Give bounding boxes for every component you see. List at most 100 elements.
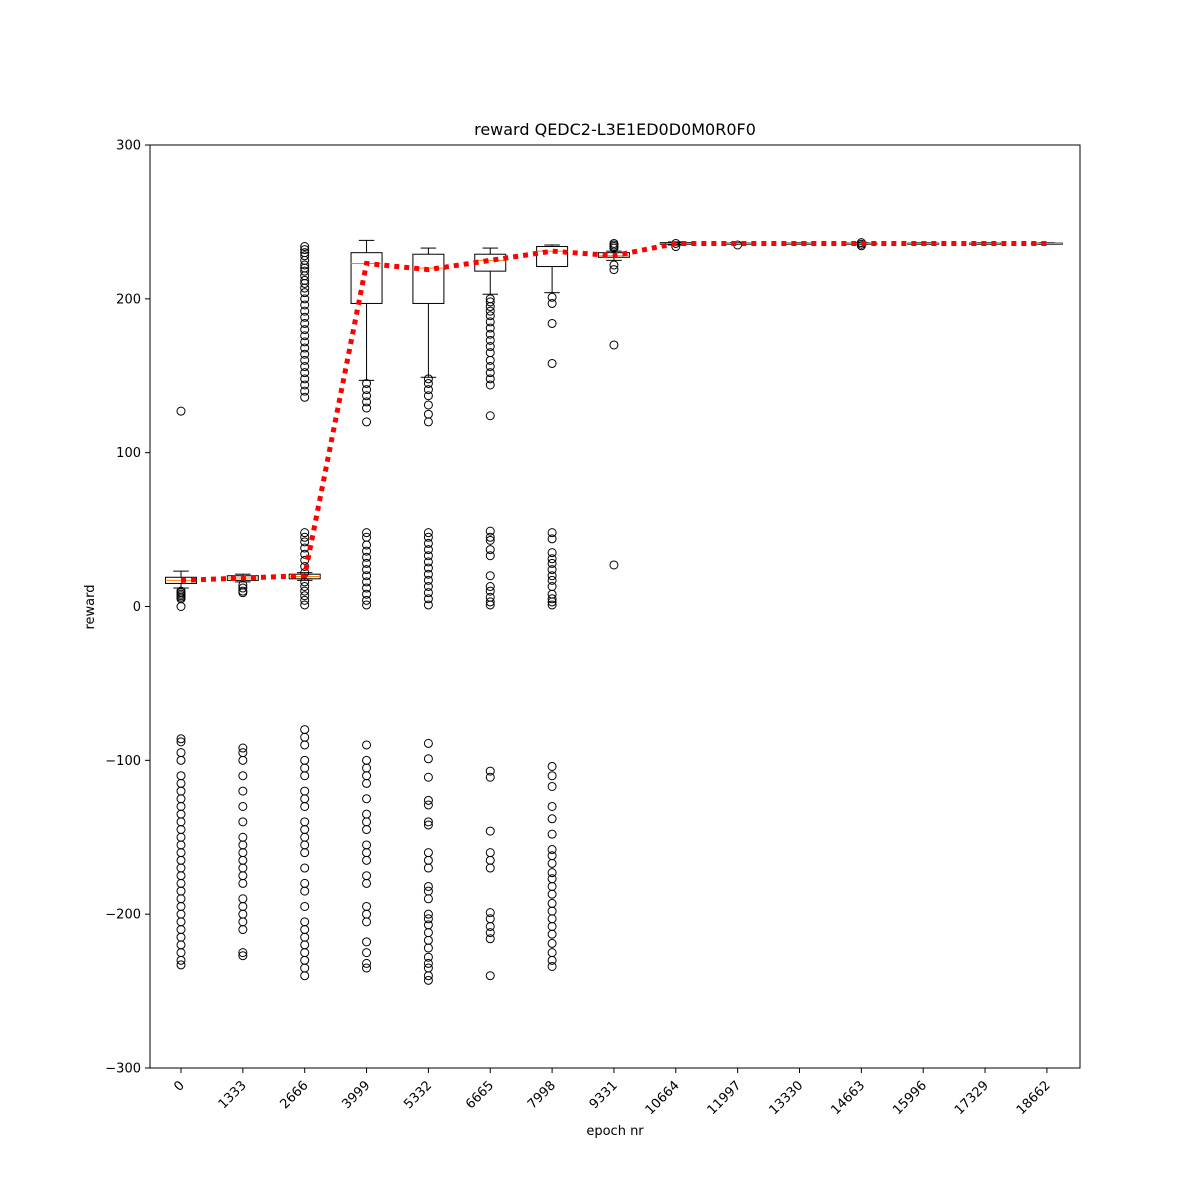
outlier-point	[176, 940, 186, 950]
outlier-point	[300, 362, 310, 372]
box-group	[226, 573, 259, 961]
outlier-point	[485, 914, 495, 924]
outlier-point	[300, 848, 310, 858]
x-tick-label: 11997	[705, 1078, 745, 1118]
outlier-point	[423, 374, 433, 384]
outlier-point	[423, 538, 433, 548]
outlier-point	[362, 771, 372, 781]
outlier-point	[423, 800, 433, 810]
outlier-point	[300, 586, 310, 596]
outlier-point	[423, 920, 433, 930]
outlier-point	[176, 737, 186, 747]
y-tick-label: −100	[105, 754, 141, 769]
outlier-point	[547, 898, 557, 908]
outlier-point	[547, 961, 557, 971]
outlier-point	[485, 329, 495, 339]
outlier-point	[362, 755, 372, 765]
y-tick-label: −300	[105, 1062, 141, 1077]
x-tick-label: 18662	[1014, 1078, 1054, 1118]
outlier-point	[300, 380, 310, 390]
outlier-point	[362, 546, 372, 556]
outlier-point	[485, 848, 495, 858]
plot-frame	[149, 144, 1081, 1069]
outlier-point	[423, 594, 433, 604]
outlier-point	[238, 801, 248, 811]
outlier-point	[423, 582, 433, 592]
outlier-point	[423, 738, 433, 748]
outlier-point	[423, 569, 433, 579]
outlier-point	[300, 771, 310, 781]
outlier-point	[485, 600, 495, 610]
outlier-point	[300, 266, 310, 276]
outlier-point	[238, 948, 248, 958]
outlier-point	[362, 403, 372, 413]
outlier-point	[362, 528, 372, 538]
outlier-point	[423, 935, 433, 945]
x-tick-label: 17329	[952, 1078, 992, 1118]
outlier-point	[362, 583, 372, 593]
outlier-point	[300, 817, 310, 827]
outlier-point	[423, 551, 433, 561]
outlier-point	[423, 886, 433, 896]
outlier-point	[485, 597, 495, 607]
outlier-point	[362, 848, 372, 858]
outlier-point	[485, 526, 495, 536]
outlier-point	[176, 863, 186, 873]
outlier-point	[547, 906, 557, 916]
outlier-point	[485, 355, 495, 365]
outlier-point	[238, 917, 248, 927]
outlier-point	[362, 825, 372, 835]
outlier-point	[176, 734, 186, 744]
box	[474, 253, 507, 272]
outlier-point	[300, 386, 310, 396]
outlier-point	[362, 871, 372, 881]
y-axis-title: reward	[83, 584, 98, 629]
outlier-point	[300, 374, 310, 384]
box-group	[288, 242, 321, 981]
outlier-point	[300, 863, 310, 873]
outlier-point	[300, 600, 310, 610]
outlier-point	[176, 794, 186, 804]
outlier-point	[238, 909, 248, 919]
box	[350, 252, 383, 304]
outlier-point	[300, 732, 310, 742]
outlier-point	[423, 795, 433, 805]
outlier-point	[423, 963, 433, 973]
outlier-point	[547, 771, 557, 781]
outlier-point	[485, 551, 495, 561]
outlier-point	[238, 901, 248, 911]
outlier-point	[300, 763, 310, 773]
box-group	[412, 247, 445, 985]
outlier-point	[362, 909, 372, 919]
box-group	[350, 239, 383, 973]
outlier-point	[547, 358, 557, 368]
outlier-point	[547, 781, 557, 791]
outlier-point	[176, 825, 186, 835]
box-group	[165, 406, 197, 970]
outlier-point	[485, 317, 495, 327]
outlier-point	[547, 528, 557, 538]
outlier-point	[300, 337, 310, 347]
outlier-point	[300, 971, 310, 981]
outlier-point	[547, 921, 557, 931]
x-tick-label: 6665	[463, 1078, 497, 1112]
outlier-point	[547, 851, 557, 861]
outlier-point	[362, 571, 372, 581]
outlier-point	[176, 878, 186, 888]
outlier-point	[176, 960, 186, 970]
outlier-point	[362, 540, 372, 550]
y-tick-label: 100	[116, 446, 141, 461]
outlier-point	[609, 243, 619, 253]
outlier-point	[547, 600, 557, 610]
outlier-point	[300, 318, 310, 328]
outlier-point	[423, 943, 433, 953]
outlier-point	[362, 840, 372, 850]
chart-title: reward QEDC2-L3E1ED0D0M0R0F0	[474, 120, 756, 139]
outlier-point	[176, 848, 186, 858]
outlier-point	[300, 825, 310, 835]
outlier-point	[300, 886, 310, 896]
outlier-point	[423, 914, 433, 924]
outlier-point	[485, 311, 495, 321]
outlier-point	[362, 397, 372, 407]
